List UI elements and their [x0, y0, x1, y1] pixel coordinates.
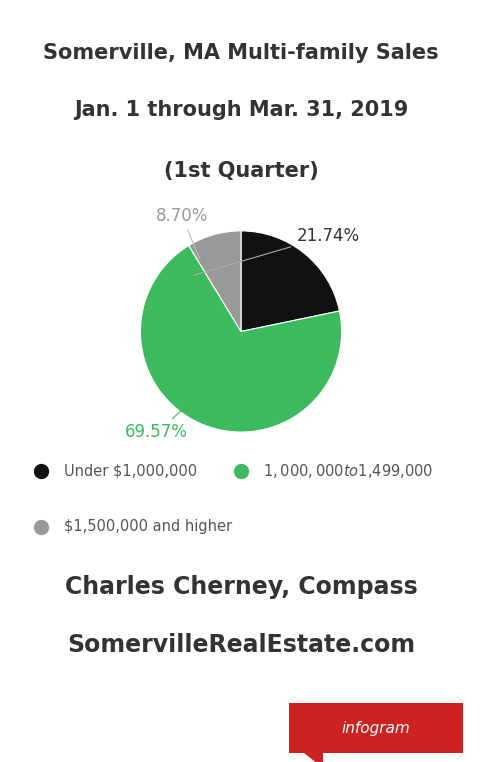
Wedge shape: [241, 231, 339, 331]
Text: $1,500,000 and higher: $1,500,000 and higher: [64, 520, 232, 534]
Text: Jan. 1 through Mar. 31, 2019: Jan. 1 through Mar. 31, 2019: [74, 101, 408, 120]
Text: 21.74%: 21.74%: [193, 227, 360, 275]
Text: Somerville, MA Multi-family Sales: Somerville, MA Multi-family Sales: [43, 43, 439, 63]
Wedge shape: [140, 245, 342, 432]
Text: infogram: infogram: [342, 721, 410, 735]
Point: [237, 466, 245, 478]
Point: [38, 520, 45, 533]
Text: 69.57%: 69.57%: [125, 408, 188, 441]
Text: Charles Cherney, Compass: Charles Cherney, Compass: [65, 575, 417, 599]
Text: 8.70%: 8.70%: [156, 207, 208, 258]
Point: [38, 466, 45, 478]
Text: (1st Quarter): (1st Quarter): [163, 162, 319, 181]
Text: Under $1,000,000: Under $1,000,000: [64, 464, 197, 479]
Text: $1,000,000 to $1,499,000: $1,000,000 to $1,499,000: [263, 463, 433, 480]
Wedge shape: [189, 231, 241, 331]
Text: SomervilleRealEstate.com: SomervilleRealEstate.com: [67, 632, 415, 657]
